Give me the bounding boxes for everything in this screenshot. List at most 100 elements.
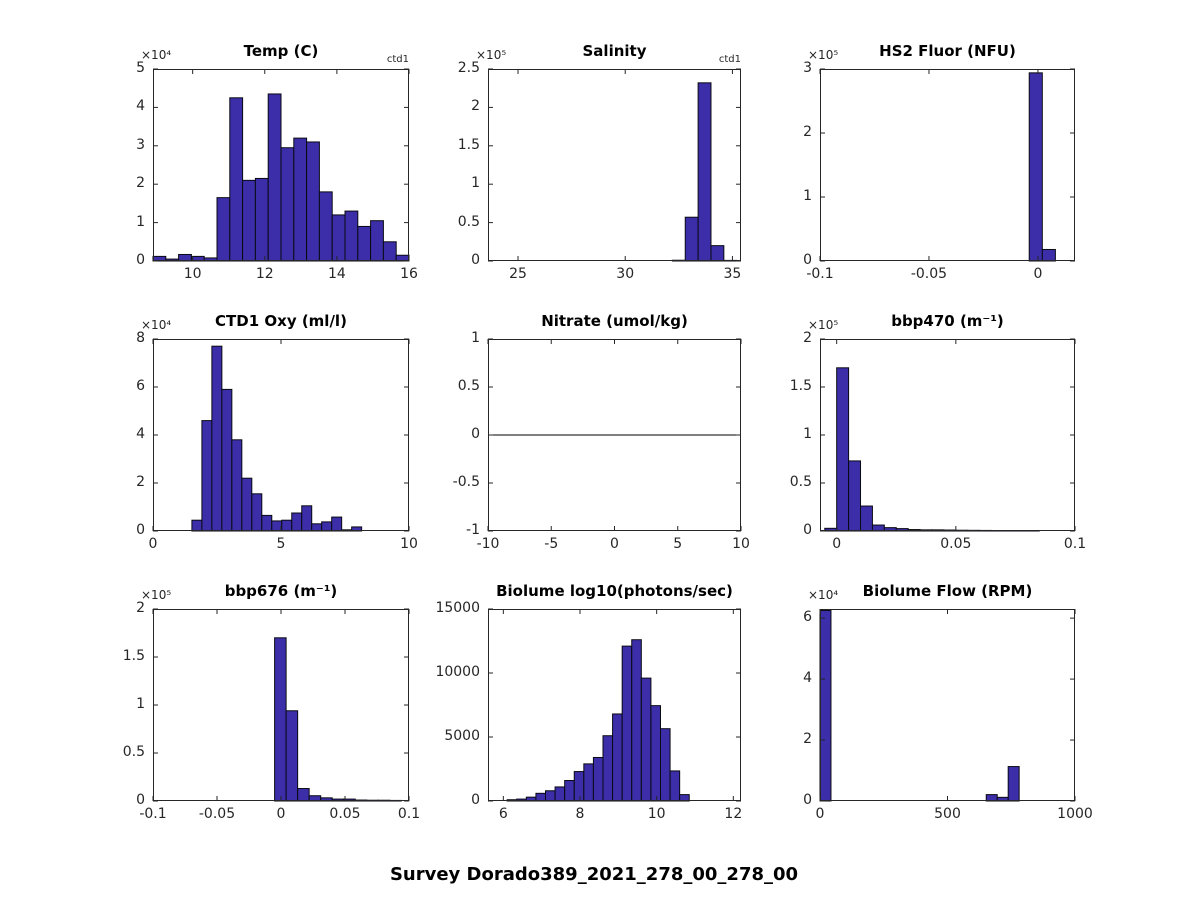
subplot-nitrate-plot: Nitrate (umol/kg) -10 -5 0 5 10 -1 -0.5 0 0.5 1 (453, 312, 750, 552)
nitrate-ytick-label: 0.5 (457, 378, 480, 394)
histogram-bar (242, 179, 256, 262)
histogram-bar (271, 520, 283, 532)
histogram-bar (229, 97, 244, 262)
histogram-bar (697, 82, 712, 262)
histogram-bar (201, 420, 213, 532)
bbp470-title: bbp470 (m⁻¹) (891, 312, 1004, 330)
salinity-annotation: ctd1 (718, 54, 741, 65)
salinity-ytick-label: 1.5 (457, 136, 480, 153)
axes-box (153, 69, 409, 261)
bbp676-ytick-label: 1.5 (122, 648, 145, 664)
histogram-bar (241, 477, 253, 532)
temp-ytick-label: 0 (136, 252, 145, 268)
biolumeflow-xtick-label: 0 (815, 806, 825, 822)
biolume-title: Biolume log10(photons/sec) (496, 582, 733, 600)
bbp470-ytick-label: 2 (803, 330, 812, 346)
histogram-bar (191, 519, 203, 532)
biolume-ytick-label: 5000 (444, 728, 480, 744)
biolumeflow-ytick-label: 0 (803, 792, 812, 808)
hs2fluor-ytick-label: 2 (803, 124, 812, 140)
biolume-xtick-label: 6 (498, 806, 508, 822)
temp-ytick-label: 1 (136, 213, 145, 230)
histogram-bar (631, 639, 642, 802)
histogram-bar (280, 147, 295, 262)
bbp470-exponent-label: ×10⁵ (808, 318, 839, 332)
subplot-salinity-histogram: Salinity ×10⁵ ctd1 25 30 35 0 0.5 1 1.5 2 2.5 (458, 42, 742, 282)
histogram-bar (357, 225, 372, 262)
axes-box (488, 609, 741, 801)
histogram-bar (554, 786, 566, 802)
subplot-bbp470-histogram: bbp470 (m⁻¹) ×10⁵ 0 0.05 0.1 0 0.5 1 1.5 2 (790, 312, 1086, 552)
subplot-bbp676-histogram: bbp676 (m⁻¹) ×10⁵ -0.1 -0.05 0 0.05 0.1 0 0.5 1 1.… (123, 582, 420, 822)
hs2fluor-exponent-label: ×10⁵ (808, 48, 839, 62)
bbp676-title: bbp676 (m⁻¹) (224, 582, 338, 600)
bbp470-xtick-label: 0.1 (1063, 536, 1087, 552)
histogram-bar (251, 493, 263, 532)
nitrate-xtick-label: -5 (544, 536, 559, 552)
temp-xtick-label: 14 (327, 266, 346, 282)
bbp676-plot-area (152, 608, 410, 802)
ctd1oxy-exponent-label: ×10⁴ (141, 318, 172, 332)
histogram-bar (573, 771, 585, 802)
bbp470-ytick-label: 1 (803, 426, 812, 442)
ctd1oxy-xtick-label: 5 (276, 536, 286, 552)
salinity-ytick-label: 2.5 (457, 60, 480, 76)
axes-box (488, 69, 741, 261)
biolume-ytick-label: 10000 (435, 664, 480, 680)
histogram-bar (221, 388, 233, 532)
hs2fluor-xtick-label: 0 (1033, 266, 1043, 282)
ctd1oxy-xtick-label: 10 (400, 536, 418, 552)
bbp470-xtick-label: 0.05 (940, 536, 972, 552)
temp-ytick-label: 3 (136, 136, 145, 153)
ctd1oxy-title: CTD1 Oxy (ml/l) (215, 312, 347, 330)
temp-xtick-label: 12 (255, 266, 274, 282)
histogram-bar (281, 519, 293, 532)
histogram-bar (1028, 72, 1043, 262)
biolumeflow-ytick-label: 4 (803, 670, 812, 687)
biolume-ytick-label: 0 (471, 792, 480, 808)
histogram-bar (293, 137, 308, 262)
histogram-bar (301, 505, 313, 532)
bbp676-exponent-label: ×10⁵ (141, 588, 172, 602)
temp-xtick-label: 16 (400, 266, 418, 282)
hs2fluor-xtick-label: -0.05 (910, 266, 948, 282)
salinity-title: Salinity (582, 42, 647, 60)
hs2fluor-plot-area (819, 68, 1075, 262)
ctd1oxy-ytick-label: 8 (136, 330, 145, 346)
histogram-bar (860, 505, 873, 532)
histogram-bar (1007, 766, 1020, 802)
histogram-bar (382, 241, 397, 262)
salinity-ytick-label: 2 (471, 98, 480, 115)
bbp676-xtick-label: -0.1 (139, 806, 167, 822)
axes-box (820, 69, 1075, 261)
histogram-bar (535, 792, 546, 802)
histogram-bar (267, 93, 282, 262)
bbp470-ytick-label: 1.5 (789, 378, 812, 394)
salinity-xtick-label: 25 (509, 266, 527, 282)
biolumeflow-title: Biolume Flow (RPM) (862, 582, 1033, 600)
nitrate-xtick-label: 0 (610, 536, 619, 552)
histogram-bar (306, 141, 320, 262)
biolume-plot-area (488, 608, 741, 802)
biolumeflow-xtick-label: 1000 (1057, 806, 1093, 822)
salinity-ytick-label: 0.5 (457, 213, 480, 230)
nitrate-xtick-label: 5 (673, 536, 683, 552)
nitrate-plot-area (487, 338, 742, 532)
biolumeflow-ytick-label: 6 (803, 609, 812, 626)
histogram-bar (545, 790, 556, 802)
temp-ytick-label: 4 (136, 98, 145, 115)
histogram-bar (291, 512, 303, 532)
ctd1oxy-ytick-label: 4 (136, 426, 145, 442)
ctd1oxy-plot-area (152, 338, 410, 532)
temp-exponent-label: ×10⁴ (141, 48, 172, 62)
bbp470-plot-area (820, 338, 1076, 532)
histogram-bar (370, 220, 384, 262)
histogram-bar (592, 756, 604, 802)
nitrate-ytick-label: -0.5 (452, 474, 480, 490)
temp-annotation: ctd1 (386, 54, 409, 65)
temp-ytick-label: 2 (136, 175, 145, 192)
histogram-bar (684, 216, 699, 262)
salinity-ytick-label: 0 (471, 252, 480, 268)
bbp676-ytick-label: 2 (136, 600, 145, 616)
